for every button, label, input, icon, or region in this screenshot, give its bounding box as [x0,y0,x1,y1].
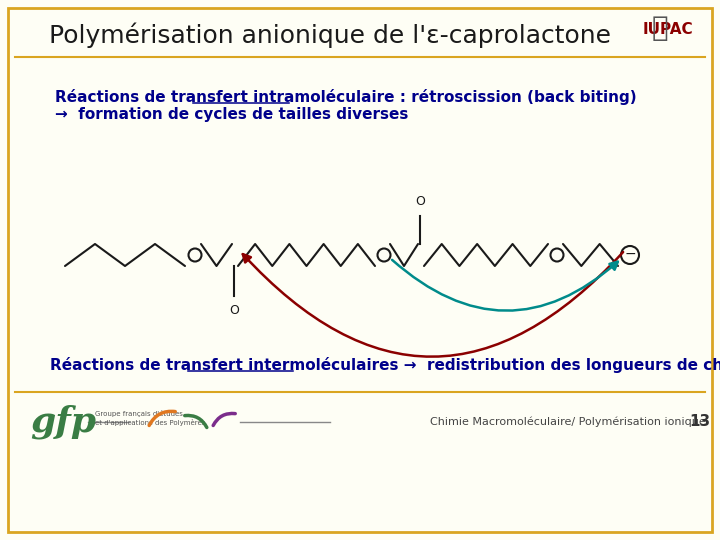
FancyArrowPatch shape [213,414,235,426]
Text: −: − [624,247,636,261]
Text: Polymérisation anionique de l'ε-caprolactone: Polymérisation anionique de l'ε-caprolac… [49,22,611,48]
Text: IUPAC: IUPAC [642,23,693,37]
Text: O: O [229,304,239,317]
Text: O: O [415,195,425,208]
Text: Réactions de transfert intramoléculaire : rétroscission (back biting): Réactions de transfert intramoléculaire … [55,89,636,105]
FancyArrowPatch shape [185,415,207,428]
Text: Réactions de transfert intermoléculaires →  redistribution des longueurs de chaî: Réactions de transfert intermoléculaires… [50,357,720,373]
Text: Groupe français d'études
et d'applications des Polymères: Groupe français d'études et d'applicatio… [95,410,205,426]
FancyArrowPatch shape [149,411,175,426]
FancyArrowPatch shape [392,260,618,310]
Text: 13: 13 [690,415,711,429]
Text: ⌖: ⌖ [652,14,668,42]
Text: gfp: gfp [30,405,96,439]
Circle shape [189,248,202,261]
Text: Chimie Macromoléculaire/ Polymérisation ionique: Chimie Macromoléculaire/ Polymérisation … [430,417,706,427]
Circle shape [377,248,390,261]
Text: →  formation de cycles de tailles diverses: → formation de cycles de tailles diverse… [55,106,408,122]
FancyArrowPatch shape [243,252,623,356]
Circle shape [551,248,564,261]
Circle shape [621,246,639,264]
